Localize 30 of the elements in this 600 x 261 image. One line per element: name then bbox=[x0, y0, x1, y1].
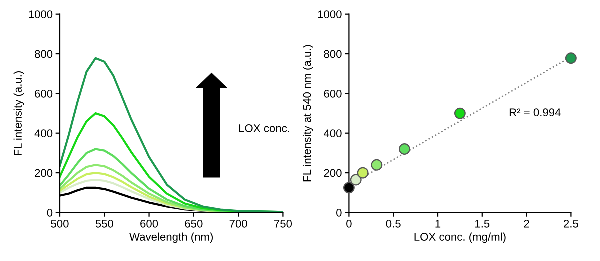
y-tick-label: 800 bbox=[35, 50, 53, 58]
x-tick-label: 0 bbox=[346, 220, 352, 228]
y-tick-label: 200 bbox=[35, 169, 53, 178]
y-tick-label: 600 bbox=[35, 90, 53, 98]
x-tick-label: 2 bbox=[524, 220, 530, 228]
x-tick-label: 750 bbox=[274, 220, 292, 228]
x-tick-label: 1 bbox=[436, 220, 441, 228]
y-tick-label: 400 bbox=[34, 130, 53, 138]
y-tick-label: 400 bbox=[324, 130, 342, 138]
x-tick-label: 2.5 bbox=[564, 220, 578, 228]
y-tick-label: 0 bbox=[47, 208, 53, 217]
x-tick-label: 600 bbox=[140, 220, 158, 228]
y-tick-label: 600 bbox=[324, 90, 342, 98]
y-axis-title: FL intensity (a.u.) bbox=[14, 72, 24, 156]
annotation: R² = 0.994 bbox=[510, 108, 561, 117]
annotation: LOX conc. bbox=[239, 124, 290, 132]
x-tick-label: 550 bbox=[96, 220, 114, 228]
x-tick-label: 650 bbox=[185, 220, 203, 228]
x-axis-title: LOX conc. (mg/ml) bbox=[414, 232, 506, 244]
x-tick-label: 0.5 bbox=[386, 220, 401, 228]
y-tick-label: 800 bbox=[324, 50, 342, 58]
x-tick-label: 700 bbox=[230, 220, 248, 228]
y-tick-label: 200 bbox=[324, 169, 342, 178]
x-axis-title: Wavelength (nm) bbox=[130, 232, 214, 244]
x-tick-label: 1.5 bbox=[476, 220, 490, 228]
y-tick-label: 0 bbox=[336, 208, 342, 217]
x-tick-label: 500 bbox=[51, 220, 69, 228]
y-tick-label: 1000 bbox=[29, 10, 53, 18]
y-axis-title: FL intensity at 540 nm (a.u.) bbox=[303, 45, 314, 182]
y-tick-label: 1000 bbox=[318, 10, 342, 18]
